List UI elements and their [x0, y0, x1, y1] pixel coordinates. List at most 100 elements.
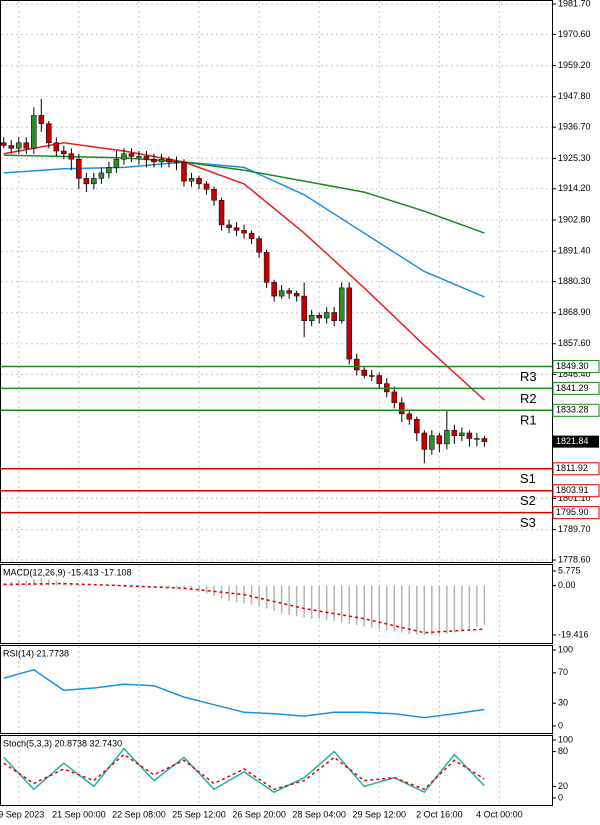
macd-bar	[153, 585, 155, 587]
level-name: S2	[520, 493, 536, 508]
macd-bar	[205, 585, 208, 594]
macd-bar	[235, 585, 238, 603]
macd-bar	[258, 585, 260, 606]
y-tick-label: 0.00	[558, 580, 576, 590]
macd-bar	[483, 585, 486, 625]
macd-bar	[55, 580, 58, 586]
candle-body	[308, 315, 315, 321]
macd-bar	[401, 585, 403, 633]
candle-body	[121, 153, 127, 160]
y-tick-label: 1981.70	[558, 0, 591, 8]
macd-bar	[280, 585, 283, 614]
candle-body	[376, 375, 383, 384]
y-tick-label: 1846.40	[558, 369, 591, 379]
macd-bar	[25, 580, 28, 586]
macd-bar	[446, 585, 448, 634]
macd-bar	[340, 585, 343, 623]
macd-bar	[175, 585, 178, 589]
y-tick-label: -19.416	[558, 629, 589, 639]
line-series	[3, 668, 485, 719]
candle-body	[158, 158, 165, 163]
indicator-title: RSI(14) 21.7738	[3, 648, 69, 658]
macd-bar	[18, 580, 20, 586]
x-tick-label: 28 Sep 04:00	[292, 809, 346, 819]
macd-bar	[393, 585, 396, 632]
candle-body	[436, 435, 443, 445]
candle-body	[421, 432, 428, 450]
macd-bar	[168, 585, 170, 588]
macd-bar	[273, 585, 275, 612]
macd-bar	[138, 585, 140, 586]
candle-body	[46, 123, 52, 144]
macd-bar	[160, 585, 163, 587]
macd-bar	[288, 585, 290, 615]
x-tick-label: 26 Sep 20:00	[232, 809, 286, 819]
line-series	[3, 154, 485, 234]
macd-bar	[33, 579, 35, 586]
candle-body	[263, 252, 270, 283]
candle-body	[166, 158, 172, 163]
y-tick-label: 1778.60	[558, 554, 591, 564]
level-value: 1803.91	[556, 485, 589, 495]
candle-body	[459, 432, 465, 436]
panel-frame	[0, 645, 553, 734]
macd-bar	[3, 583, 5, 586]
last-price: 1821.84	[556, 436, 589, 446]
line-series	[3, 753, 485, 791]
candle-body	[293, 293, 300, 297]
macd-bar	[325, 585, 328, 620]
candle-body	[61, 150, 67, 154]
macd-bar	[363, 585, 365, 627]
macd-bar	[333, 585, 335, 622]
candle-body	[128, 153, 135, 157]
level-box	[552, 381, 600, 395]
y-tick-label: 100	[558, 734, 573, 744]
macd-bar	[48, 579, 50, 586]
candle-body	[226, 224, 232, 228]
y-tick-label: 1947.80	[558, 91, 591, 101]
y-tick-label: 0	[558, 720, 563, 730]
candle-body	[173, 161, 180, 164]
y-tick-label: 20	[558, 781, 568, 791]
candle-body	[444, 429, 450, 445]
candle-body	[188, 178, 195, 182]
x-tick-label: 4 Oct 00:00	[476, 809, 523, 819]
y-tick-label: 1970.60	[558, 29, 591, 39]
last-price-box	[553, 435, 599, 448]
macd-bar	[408, 585, 411, 634]
candle-body	[211, 189, 217, 201]
macd-bar	[476, 585, 478, 628]
y-tick-label: 1891.40	[558, 246, 591, 256]
macd-bar	[108, 584, 110, 586]
candle-body	[331, 312, 337, 321]
macd-bar	[40, 578, 43, 586]
macd-bar	[453, 585, 456, 633]
macd-bar	[190, 585, 193, 591]
level-box	[552, 484, 600, 498]
y-tick-label: 1925.30	[558, 153, 591, 163]
macd-bar	[348, 585, 350, 624]
x-tick-label: 29 Sep 12:00	[352, 809, 406, 819]
candle-body	[38, 115, 45, 124]
macd-bar	[295, 585, 298, 617]
x-tick-label: 25 Sep 12:00	[172, 809, 226, 819]
y-tick-label: 30	[558, 698, 568, 708]
y-tick-label: 1880.30	[558, 276, 591, 286]
level-box	[552, 403, 600, 417]
candle-body	[218, 200, 225, 226]
candle-body	[466, 432, 473, 439]
candle-body	[1, 142, 7, 146]
level-value: 1811.92	[556, 463, 588, 473]
candle-body	[346, 287, 352, 360]
macd-bar	[310, 585, 313, 619]
level-name: R3	[520, 369, 537, 384]
macd-bar	[318, 585, 320, 619]
level-value: 1841.29	[556, 383, 589, 393]
candle-body	[474, 438, 480, 440]
candle-body	[8, 145, 15, 149]
candle-body	[323, 312, 330, 319]
candle-body	[76, 158, 82, 179]
candle-body	[301, 295, 307, 321]
